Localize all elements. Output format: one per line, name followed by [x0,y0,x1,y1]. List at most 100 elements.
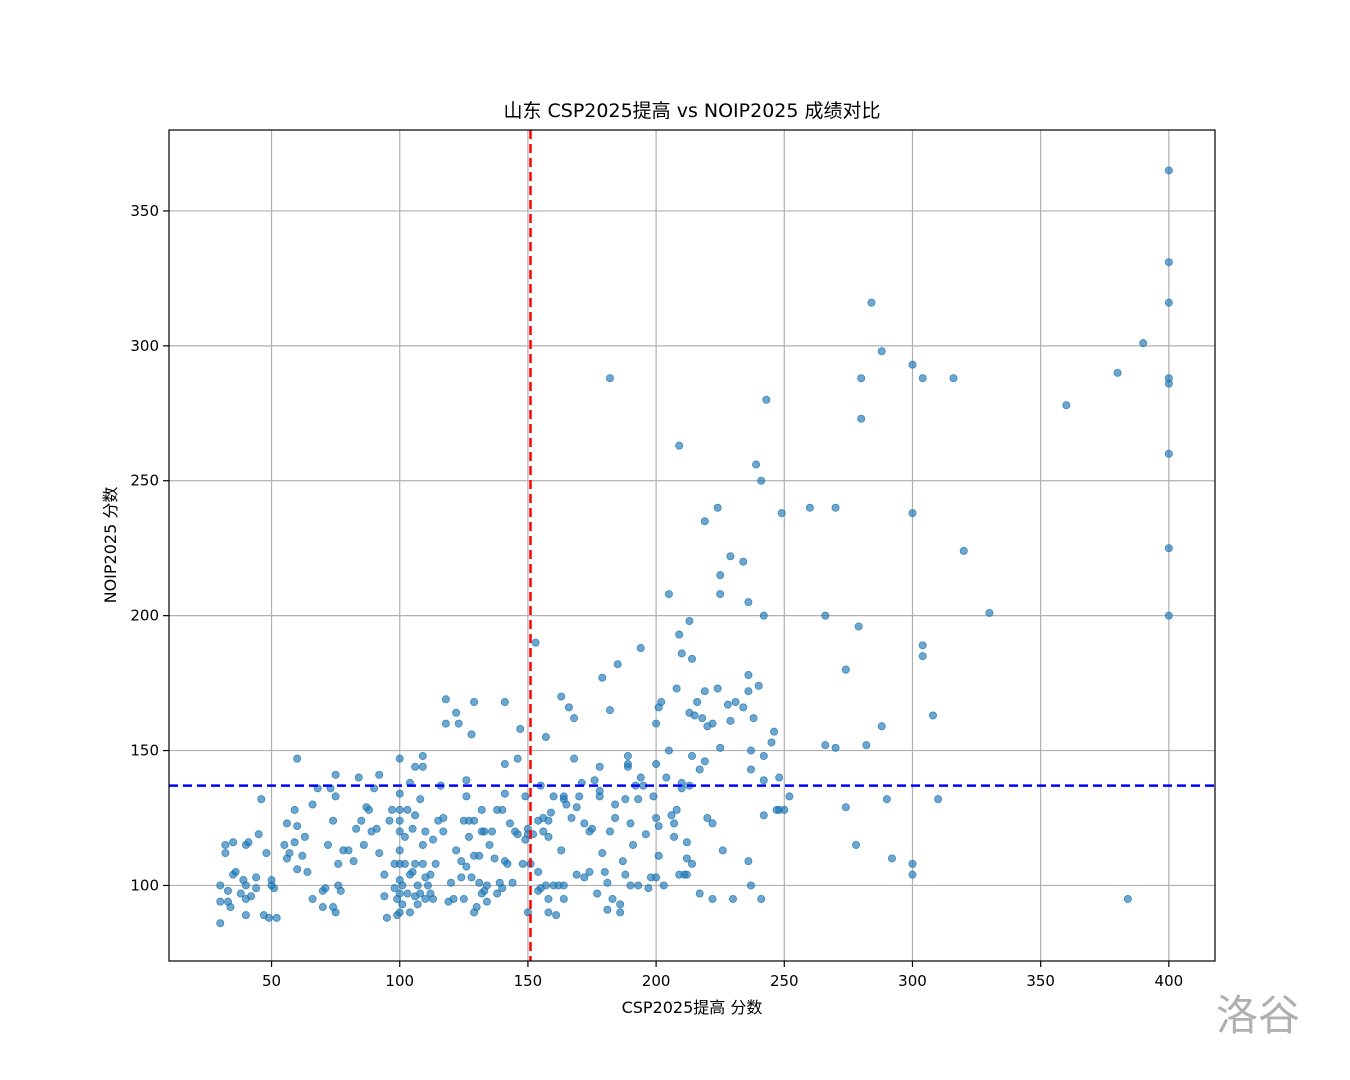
scatter-point [675,630,684,639]
scatter-point [598,673,607,682]
scatter-point [549,792,558,801]
scatter-point [670,832,679,841]
scatter-point [546,808,555,817]
chart-title: 山东 CSP2025提高 vs NOIP2025 成绩对比 [503,100,880,122]
scatter-point [336,886,345,895]
scatter-point [1113,368,1122,377]
scatter-point [464,832,473,841]
scatter-point [457,873,466,882]
scatter-point [623,751,632,760]
scatter-point [616,900,625,909]
scatter-point [418,859,427,868]
scatter-point [395,889,404,898]
y-tick-label: 150 [130,742,159,760]
scatter-point [541,881,550,890]
scatter-point [375,770,384,779]
scatter-point [357,816,366,825]
scatter-point [716,571,725,580]
scatter-point [841,803,850,812]
scatter-point [334,859,343,868]
scatter-point [282,819,291,828]
scatter-point [405,908,414,917]
scatter-point [395,789,404,798]
scatter-point [605,706,614,715]
scatter-point [934,795,943,804]
scatter-point [395,805,404,814]
x-tick-label: 350 [1026,972,1055,990]
scatter-point [293,865,302,874]
scatter-point [757,894,766,903]
scatter-point [708,819,717,828]
scatter-point [775,773,784,782]
scatter-point [731,697,740,706]
scatter-point [388,805,397,814]
scatter-point [852,840,861,849]
scatter-point [857,414,866,423]
scatter-point [570,714,579,723]
reference-lines [169,130,1215,961]
scatter-point [1164,298,1173,307]
scatter-point [452,846,461,855]
scatter-point [682,870,691,879]
scatter-point [241,881,250,890]
scatter-point [723,700,732,709]
scatter-point [685,617,694,626]
scatter-point [567,814,576,823]
scatter-point [447,878,456,887]
scatter-point [575,792,584,801]
scatter-point [854,622,863,631]
scatter-point [700,757,709,766]
scatter-point [744,857,753,866]
scatter-point [541,733,550,742]
scatter-point [431,859,440,868]
scatter-point [1164,379,1173,388]
scatter-point [708,719,717,728]
scatter-point [470,697,479,706]
scatter-point [372,824,381,833]
scatter-point [500,760,509,769]
x-tick-label: 50 [262,972,281,990]
scatter-point [298,851,307,860]
scatter-point [252,873,261,882]
scatter-point [657,697,666,706]
scatter-point [226,903,235,912]
scatter-point [323,840,332,849]
scatter-point [285,849,294,858]
scatter-point [359,840,368,849]
scatter-point [831,743,840,752]
plot-frame [168,129,1216,962]
scatter-point [395,846,404,855]
scatter-point [621,795,630,804]
scatter-point [544,816,553,825]
scatter-point [221,840,230,849]
scatter-point [441,695,450,704]
scatter-point [482,897,491,906]
x-tick-label: 200 [642,972,671,990]
scatter-point [959,546,968,555]
scatter-point [254,830,263,839]
scatter-point [746,746,755,755]
scatter-point [887,854,896,863]
scatter-point [1139,339,1148,348]
scatter-point [641,830,650,839]
scatter-point [411,762,420,771]
scatter-point [739,557,748,566]
scatter-point [1164,166,1173,175]
scatter-point [780,805,789,814]
scatter-point [395,754,404,763]
scatter-point [408,867,417,876]
scatter-point [423,881,432,890]
scatter-point [605,374,614,383]
scatter-point [557,846,566,855]
scatter-point [777,509,786,518]
scatter-point [652,873,661,882]
scatter-point [754,681,763,690]
scatter-point [552,911,561,920]
y-tick-label: 200 [130,607,159,625]
scatter-point [544,908,553,917]
scatter-point [726,552,735,561]
x-axis-title: CSP2025提高 分数 [622,998,763,1017]
scatter-point [331,908,340,917]
scatter-point [459,894,468,903]
